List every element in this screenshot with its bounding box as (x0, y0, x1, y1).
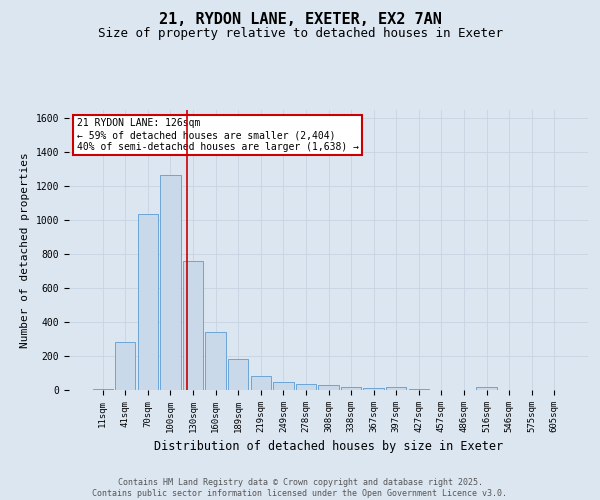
Text: Size of property relative to detached houses in Exeter: Size of property relative to detached ho… (97, 28, 503, 40)
Bar (183, 261, 203, 390)
Bar (386, 388, 406, 390)
Bar (364, 388, 384, 390)
Bar (92, 389, 113, 390)
Y-axis label: Number of detached properties: Number of detached properties (20, 152, 30, 348)
Bar (115, 342, 136, 390)
Bar (296, 384, 316, 390)
Text: 21, RYDON LANE, EXETER, EX2 7AN: 21, RYDON LANE, EXETER, EX2 7AN (158, 12, 442, 28)
Bar (205, 332, 226, 390)
X-axis label: Distribution of detached houses by size in Exeter: Distribution of detached houses by size … (154, 440, 503, 454)
Bar (160, 176, 181, 390)
Bar (409, 389, 429, 390)
Bar (341, 386, 361, 390)
Text: 21 RYDON LANE: 126sqm
← 59% of detached houses are smaller (2,404)
40% of semi-d: 21 RYDON LANE: 126sqm ← 59% of detached … (77, 118, 359, 152)
Bar (228, 358, 248, 390)
Bar (273, 382, 293, 390)
Bar (138, 214, 158, 390)
Bar (476, 388, 497, 390)
Bar (319, 385, 338, 390)
Bar (251, 376, 271, 390)
Text: Contains HM Land Registry data © Crown copyright and database right 2025.
Contai: Contains HM Land Registry data © Crown c… (92, 478, 508, 498)
